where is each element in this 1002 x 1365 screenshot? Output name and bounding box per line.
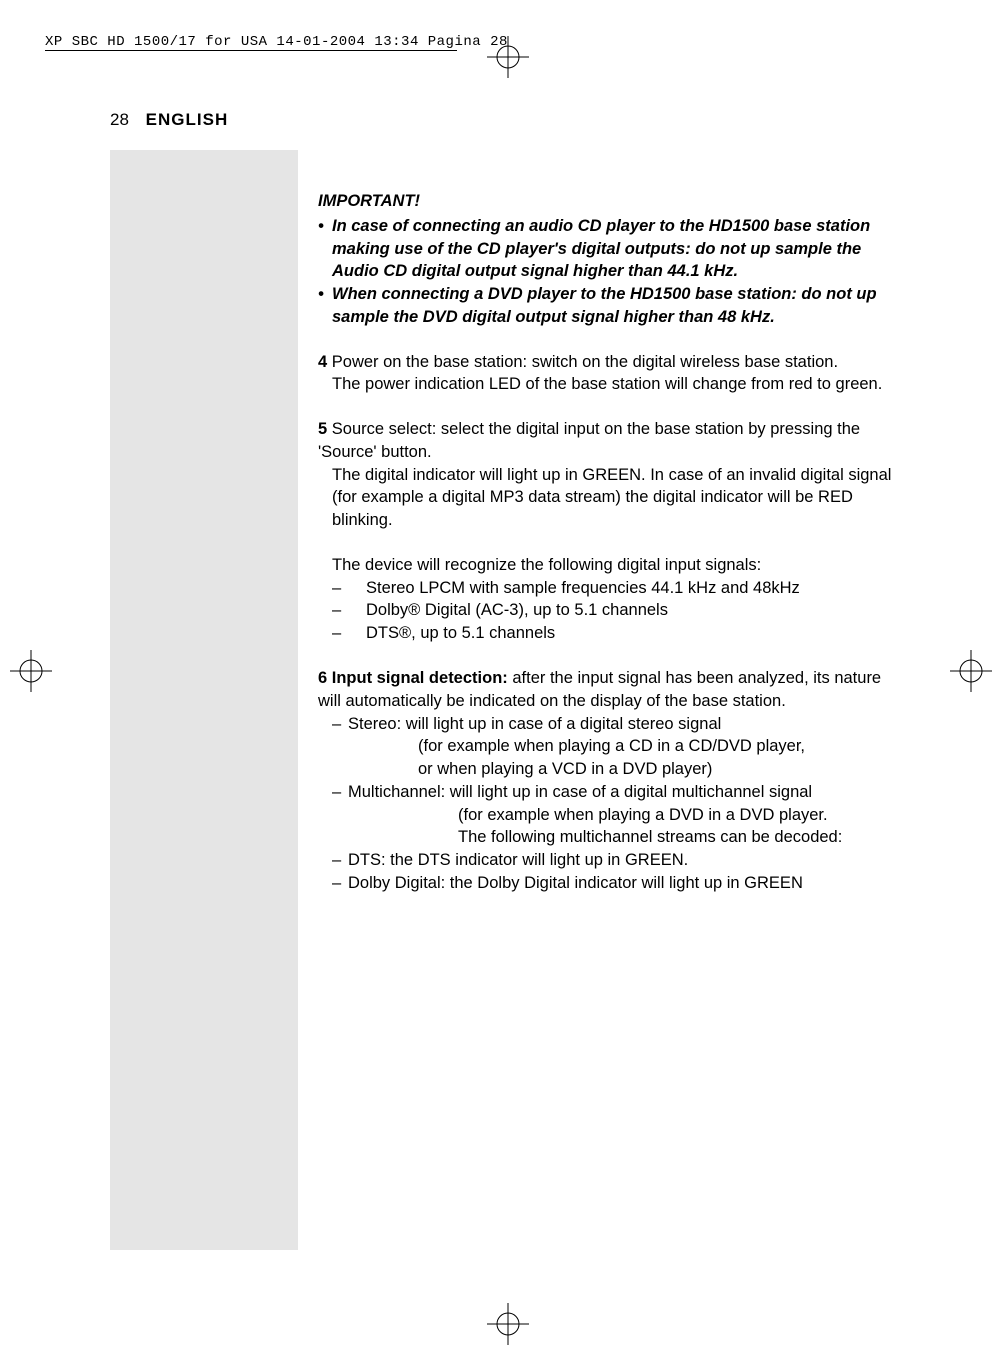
important-bullet-1: • In case of connecting an audio CD play… <box>318 215 898 283</box>
important-title: IMPORTANT! <box>318 190 898 213</box>
registration-mark-right <box>950 650 992 692</box>
signal-item-2-text: Dolby® Digital (AC-3), up to 5.1 channel… <box>366 599 898 622</box>
stereo-line-1: (for example when playing a CD in a CD/D… <box>418 735 898 758</box>
dolby-text: Dolby Digital: the Dolby Digital indicat… <box>348 872 898 895</box>
signal-item-2: – Dolby® Digital (AC-3), up to 5.1 chann… <box>332 599 898 622</box>
step-5-head: Source select: select the digital input … <box>318 420 860 461</box>
registration-mark-bottom <box>487 1303 529 1345</box>
step-6-head-bold: Input signal detection: <box>327 669 508 687</box>
signal-item-1: – Stereo LPCM with sample frequencies 44… <box>332 577 898 600</box>
sidebar-grey-block <box>110 150 298 1250</box>
step-5-number: 5 <box>318 420 327 438</box>
important-bullet-2-text: When connecting a DVD player to the HD15… <box>332 283 898 329</box>
step-4-body: The power indication LED of the base sta… <box>332 373 898 396</box>
registration-mark-left <box>10 650 52 692</box>
stereo-line-2: or when playing a VCD in a DVD player) <box>418 758 898 781</box>
step-6-number: 6 <box>318 669 327 687</box>
multi-head: Multichannel: will light up in case of a… <box>348 781 898 804</box>
signal-item-3-text: DTS®, up to 5.1 channels <box>366 622 898 645</box>
important-bullet-2: • When connecting a DVD player to the HD… <box>318 283 898 329</box>
multi-line-2: The following multichannel streams can b… <box>458 826 898 849</box>
recognize-para: The device will recognize the following … <box>332 554 898 577</box>
page-language: ENGLISH <box>146 110 229 129</box>
stereo-row: – Stereo: will light up in case of a dig… <box>332 713 898 736</box>
dts-text: DTS: the DTS indicator will light up in … <box>348 849 898 872</box>
page-number: 28 <box>110 110 129 129</box>
important-block: IMPORTANT! • In case of connecting an au… <box>318 190 898 329</box>
step-4-number: 4 <box>318 353 327 371</box>
dolby-row: – Dolby Digital: the Dolby Digital indic… <box>332 872 898 895</box>
main-content: IMPORTANT! • In case of connecting an au… <box>318 190 898 895</box>
signal-item-3: – DTS®, up to 5.1 channels <box>332 622 898 645</box>
signal-list: – Stereo LPCM with sample frequencies 44… <box>332 577 898 645</box>
header-rule <box>45 50 457 51</box>
registration-mark-top <box>487 36 529 78</box>
page-header: 28 ENGLISH <box>110 110 228 130</box>
step-5-body: The digital indicator will light up in G… <box>332 464 898 532</box>
step-4: 4 Power on the base station: switch on t… <box>318 351 898 397</box>
stereo-head: Stereo: will light up in case of a digit… <box>348 713 898 736</box>
dts-row: – DTS: the DTS indicator will light up i… <box>332 849 898 872</box>
step-6: 6 Input signal detection: after the inpu… <box>318 667 898 895</box>
important-bullet-1-text: In case of connecting an audio CD player… <box>332 215 898 283</box>
step-5: 5 Source select: select the digital inpu… <box>318 418 898 532</box>
print-header-line: XP SBC HD 1500/17 for USA 14-01-2004 13:… <box>45 34 508 50</box>
signal-item-1-text: Stereo LPCM with sample frequencies 44.1… <box>366 577 898 600</box>
multi-row: – Multichannel: will light up in case of… <box>332 781 898 804</box>
multi-line-1: (for example when playing a DVD in a DVD… <box>458 804 898 827</box>
step-4-head: Power on the base station: switch on the… <box>327 353 838 371</box>
